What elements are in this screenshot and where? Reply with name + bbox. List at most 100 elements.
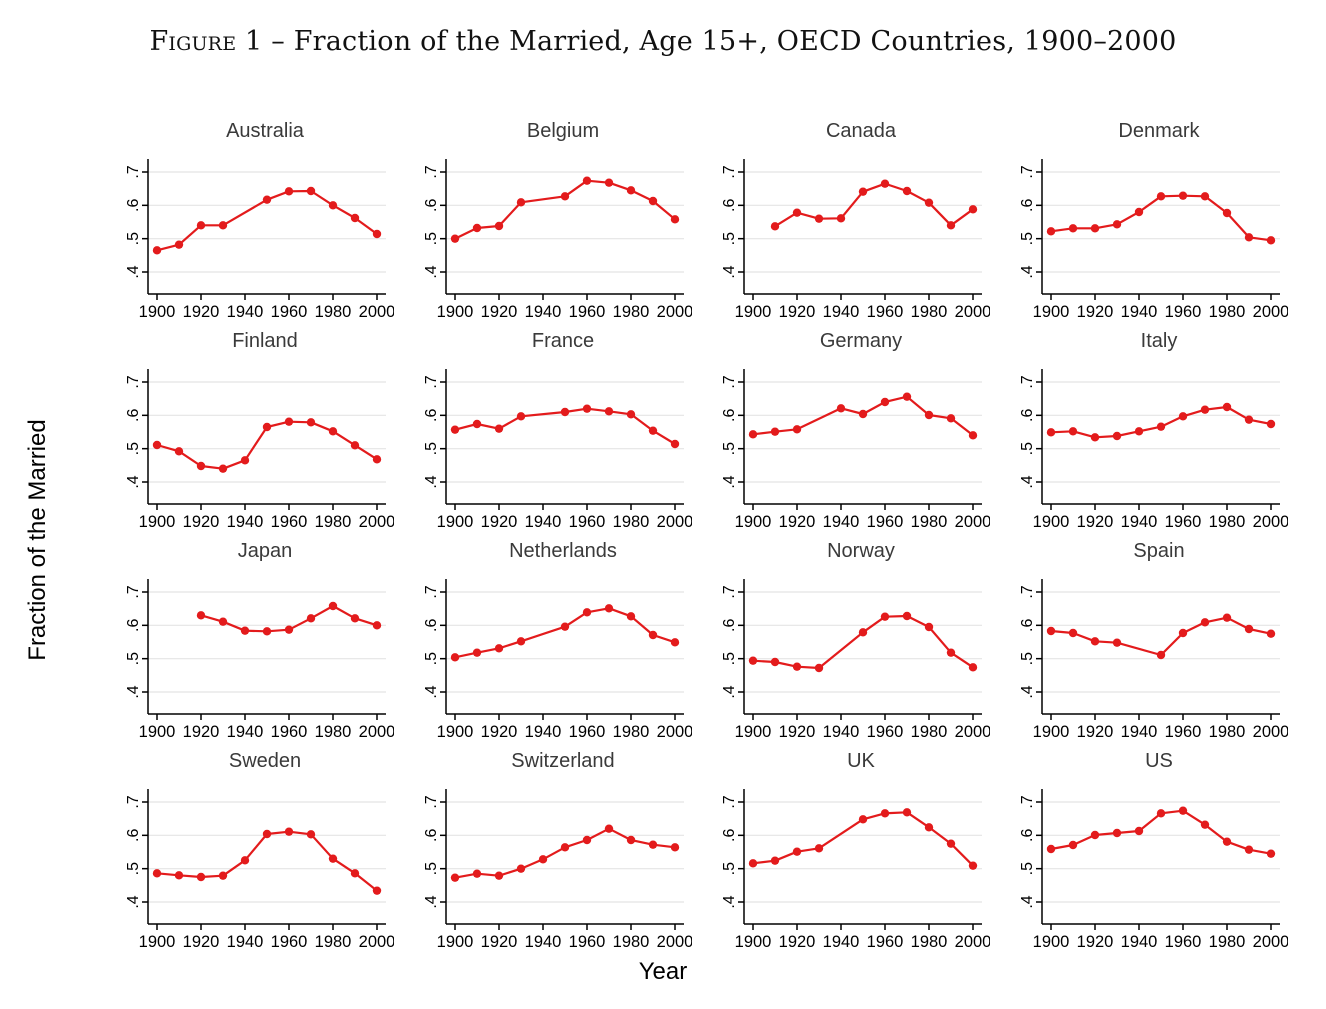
data-point xyxy=(968,861,978,870)
data-point xyxy=(604,178,614,187)
data-point xyxy=(792,662,802,671)
y-tick-label: .5 xyxy=(423,442,440,455)
series-line xyxy=(156,189,378,252)
x-tick-label: 1980 xyxy=(613,933,650,951)
data-point xyxy=(472,869,482,878)
data-point xyxy=(880,179,890,188)
data-point xyxy=(1266,419,1276,429)
figure-title-rest: 1 – Fraction of the Married, Age 15+, OE… xyxy=(236,26,1177,57)
x-tick-label: 1960 xyxy=(569,723,606,741)
x-tick-label: 2000 xyxy=(955,513,990,531)
panel-title: Italy xyxy=(1140,330,1178,352)
data-point xyxy=(670,638,680,647)
x-tick-label: 1980 xyxy=(1209,723,1246,741)
y-tick-label: .7 xyxy=(423,585,440,598)
y-tick-label: .7 xyxy=(423,165,440,178)
series-line xyxy=(156,830,378,892)
data-point xyxy=(924,410,934,420)
x-axis-label: Year xyxy=(638,958,688,985)
data-point xyxy=(350,614,360,623)
data-point xyxy=(880,397,890,407)
data-point xyxy=(494,221,504,231)
y-tick-label: .7 xyxy=(721,375,738,388)
y-tick-label: .4 xyxy=(1019,265,1036,278)
data-point xyxy=(284,827,294,836)
data-point xyxy=(494,644,504,653)
data-point xyxy=(902,392,912,401)
data-point xyxy=(560,622,570,631)
x-tick-label: 1940 xyxy=(227,933,264,951)
data-point xyxy=(968,663,978,672)
x-tick-label: 1980 xyxy=(613,723,650,741)
panel-title: Sweden xyxy=(228,750,302,772)
panel-title: Germany xyxy=(819,330,903,352)
data-point xyxy=(1112,220,1122,229)
data-point xyxy=(1222,613,1232,622)
x-tick-label: 1920 xyxy=(481,303,518,321)
data-point xyxy=(670,215,680,224)
x-tick-label: 1920 xyxy=(481,513,518,531)
y-tick-label: .5 xyxy=(721,652,738,665)
panel-finland: Finland .4 .5 .6 .7 1900 1920 1940 1960 1980 2000 xyxy=(96,328,394,538)
data-point xyxy=(174,240,184,249)
x-tick-label: 1900 xyxy=(139,303,176,321)
data-point xyxy=(1244,415,1254,424)
data-point xyxy=(560,192,570,201)
x-tick-label: 1980 xyxy=(315,723,352,741)
x-tick-label: 2000 xyxy=(359,513,394,531)
x-tick-label: 1960 xyxy=(569,933,606,951)
y-tick-label: .4 xyxy=(721,895,738,908)
x-tick-label: 1960 xyxy=(867,303,904,321)
data-point xyxy=(770,657,780,667)
data-point xyxy=(350,213,360,223)
x-tick-label: 1920 xyxy=(481,933,518,951)
data-point xyxy=(494,871,504,880)
data-point xyxy=(1266,629,1276,638)
x-tick-label: 1900 xyxy=(437,933,474,951)
x-tick-label: 1960 xyxy=(867,933,904,951)
x-tick-label: 1980 xyxy=(1209,513,1246,531)
x-tick-label: 1940 xyxy=(1121,303,1158,321)
panel-plot: .4 .5 .6 .7 1900 1920 1940 1960 1980 2000 xyxy=(1019,159,1288,321)
data-point xyxy=(792,208,802,217)
data-point xyxy=(328,201,338,210)
data-point xyxy=(1222,837,1232,846)
data-point xyxy=(814,663,824,673)
y-tick-label: .4 xyxy=(1019,475,1036,488)
data-point xyxy=(372,621,382,630)
panel-plot: .4 .5 .6 .7 1900 1920 1940 1960 1980 2000 xyxy=(1019,369,1288,531)
data-point xyxy=(372,886,382,895)
y-tick-label: .4 xyxy=(423,475,440,488)
data-point xyxy=(748,656,758,665)
y-axis-label: Fraction of the Married xyxy=(24,419,51,661)
data-point xyxy=(240,626,250,635)
x-tick-label: 1940 xyxy=(823,723,860,741)
panel-denmark: Denmark .4 .5 .6 .7 1900 1920 1940 1960 1980 2000 xyxy=(990,118,1288,328)
data-point xyxy=(858,409,868,419)
data-point xyxy=(538,855,548,864)
data-point xyxy=(1068,628,1078,638)
panel-plot: .4 .5 .6 .7 1900 1920 1940 1960 1980 2000 xyxy=(1019,579,1288,741)
data-point xyxy=(902,186,912,196)
y-tick-label: .4 xyxy=(423,895,440,908)
panel-title: Australia xyxy=(226,120,304,142)
data-point xyxy=(582,404,592,413)
x-tick-label: 1900 xyxy=(437,723,474,741)
data-point xyxy=(560,407,570,417)
panel-plot: .4 .5 .6 .7 1900 1920 1940 1960 1980 2000 xyxy=(125,789,394,951)
y-tick-label: .6 xyxy=(721,409,738,422)
x-tick-label: 1940 xyxy=(823,513,860,531)
x-tick-label: 1960 xyxy=(1165,933,1202,951)
y-tick-label: .6 xyxy=(721,199,738,212)
y-tick-label: .7 xyxy=(423,795,440,808)
data-point xyxy=(174,871,184,880)
data-point xyxy=(1134,427,1144,436)
data-point xyxy=(604,604,614,613)
y-tick-label: .4 xyxy=(125,265,142,278)
data-point xyxy=(284,417,294,426)
x-tick-label: 1900 xyxy=(735,303,772,321)
x-tick-label: 1900 xyxy=(1033,513,1070,531)
data-point xyxy=(1068,224,1078,233)
data-point xyxy=(328,601,338,611)
data-point xyxy=(1156,650,1166,660)
